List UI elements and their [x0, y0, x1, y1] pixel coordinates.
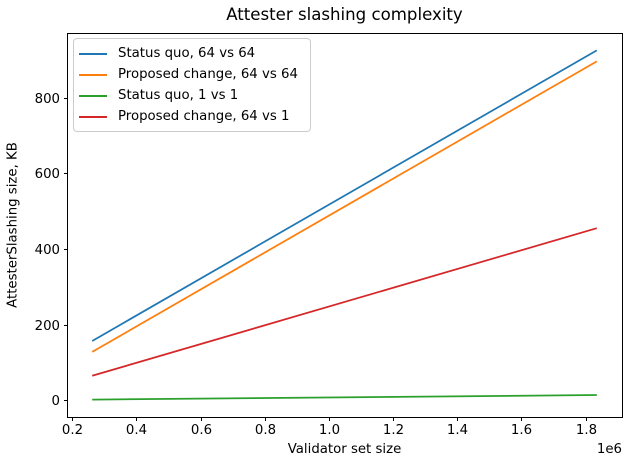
y-tick-label: 0: [52, 394, 60, 409]
legend-line-swatch: [79, 52, 107, 55]
x-tick-label: 0.2: [62, 423, 83, 438]
legend: Status quo, 64 vs 64 Proposed change, 64 …: [73, 38, 311, 132]
legend-line-swatch: [79, 94, 107, 97]
chart-title: Attester slashing complexity: [226, 5, 463, 24]
legend-item-label: Proposed change, 64 vs 64: [118, 67, 298, 82]
x-tick-label: 1.4: [447, 423, 468, 438]
y-tick-label: 600: [35, 167, 60, 182]
legend-item: Proposed change, 64 vs 1: [74, 106, 310, 127]
series-line-proposed-change-64-vs-64: [91, 60, 598, 353]
x-tick-label: 1.2: [383, 423, 404, 438]
legend-item-label: Status quo, 64 vs 64: [118, 46, 256, 61]
x-tick-label: 1.8: [576, 423, 597, 438]
x-tick-label: 0.8: [255, 423, 276, 438]
legend-item-label: Status quo, 1 vs 1: [118, 88, 239, 103]
x-axis-label: Validator set size: [287, 442, 402, 457]
legend-item-label: Proposed change, 64 vs 1: [118, 109, 290, 124]
x-tick-label: 0.6: [191, 423, 212, 438]
legend-item: Status quo, 1 vs 1: [74, 85, 310, 106]
y-tick-label: 400: [35, 243, 60, 258]
y-tick-label: 200: [35, 319, 60, 334]
series-line-status-quo-64-vs-64: [91, 49, 598, 342]
x-tick-label: 1.6: [511, 423, 532, 438]
x-tick-label: 1.0: [319, 423, 340, 438]
legend-line-swatch: [79, 73, 107, 76]
legend-item: Proposed change, 64 vs 64: [74, 64, 310, 85]
y-tick-label: 800: [35, 92, 60, 107]
y-axis-label: AttesterSlashing size, KB: [5, 142, 21, 308]
series-line-status-quo-1-vs-1: [92, 394, 597, 401]
series-line-proposed-change-64-vs-1: [91, 227, 598, 377]
legend-line-swatch: [79, 115, 107, 118]
legend-item: Status quo, 64 vs 64: [74, 43, 310, 64]
axes-frame: [67, 33, 623, 418]
x-tick-label: 0.4: [126, 423, 147, 438]
x-axis-offset-label: 1e6: [596, 442, 622, 457]
